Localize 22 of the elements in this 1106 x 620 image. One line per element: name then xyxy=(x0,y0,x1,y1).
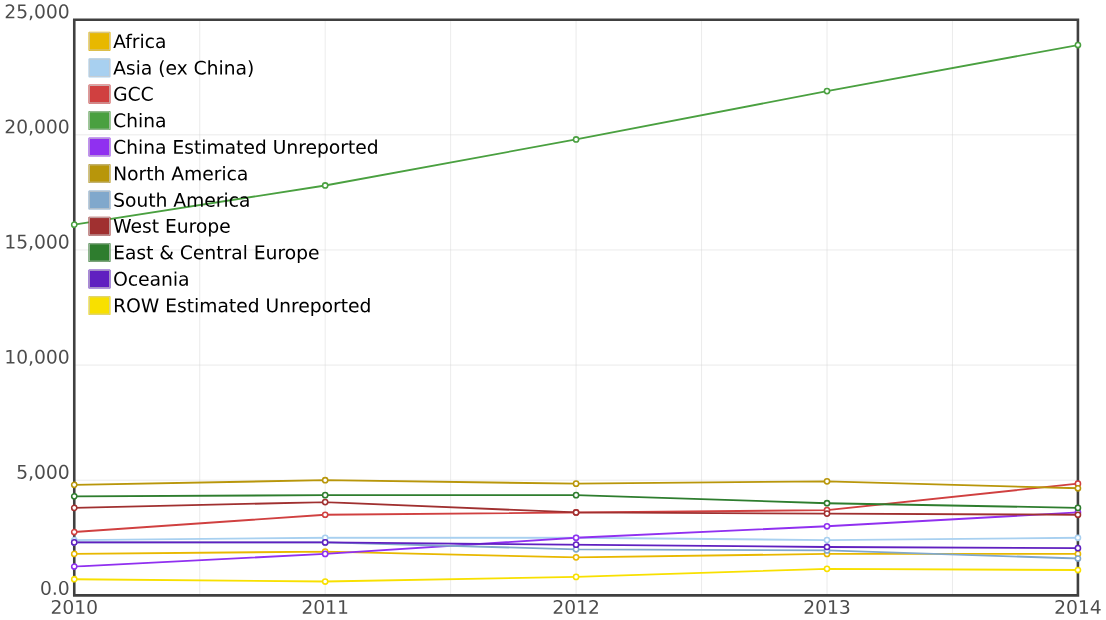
legend-label: China Estimated Unreported xyxy=(114,139,377,158)
x-tick-label: 2011 xyxy=(302,599,348,615)
legend-label: South America xyxy=(114,192,249,207)
legend-label: North America xyxy=(114,166,247,181)
legend-label: ROW Estimated Unreported xyxy=(114,298,370,317)
legend-label: Oceania xyxy=(114,271,188,286)
y-tick-label: 10,000 xyxy=(6,349,69,366)
x-tick-label: 2013 xyxy=(804,599,850,615)
legend-label: West Europe xyxy=(113,219,230,237)
y-tick-label: 5,000 xyxy=(17,464,69,481)
legend-label: Africa xyxy=(113,33,165,49)
y-tick-label: 15,000 xyxy=(6,234,69,251)
legend-label: East & Central Europe xyxy=(114,244,319,264)
x-tick-label: 2010 xyxy=(51,599,97,615)
x-tick-label: 2012 xyxy=(553,599,598,615)
y-tick-label: 0.0 xyxy=(41,580,69,596)
legend-label: Asia (ex China) xyxy=(113,60,253,77)
y-tick-label: 20,000 xyxy=(5,119,69,136)
legend-label: GCC xyxy=(114,86,153,101)
y-tick-label: 25,000 xyxy=(5,4,69,21)
legend-label: China xyxy=(114,113,165,128)
x-tick-label: 2014 xyxy=(1055,599,1101,615)
